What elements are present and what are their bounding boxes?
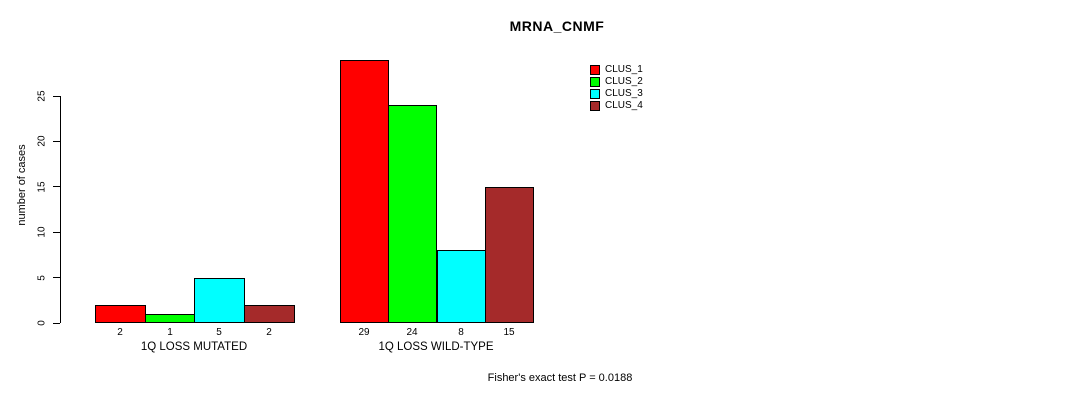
y-tick-mark (53, 277, 60, 279)
fisher-test-annotation: Fisher's exact test P = 0.0188 (487, 372, 633, 384)
legend-label: CLUS_1 (605, 64, 643, 75)
y-tick-mark (53, 231, 60, 233)
legend-row: CLUS_2 (590, 76, 643, 88)
bar-clus_2-group2 (388, 105, 437, 323)
legend-swatch-clus_4 (590, 101, 600, 111)
y-tick-label: 20 (36, 135, 48, 147)
bar-value-label: 29 (358, 327, 370, 338)
y-tick-label: 15 (36, 181, 48, 193)
bar-value-label: 1 (167, 327, 173, 338)
legend-label: CLUS_2 (605, 76, 643, 87)
bar-clus_1-group1 (95, 305, 146, 323)
legend: CLUS_1 CLUS_2 CLUS_3 CLUS_4 (590, 64, 643, 112)
bar-clus_3-group1 (194, 278, 245, 323)
bar-value-label: 24 (406, 327, 418, 338)
legend-row: CLUS_4 (590, 100, 643, 112)
legend-swatch-clus_1 (590, 65, 600, 75)
legend-swatch-clus_2 (590, 77, 600, 87)
group-label-wild-type: 1Q LOSS WILD-TYPE (378, 341, 494, 353)
bar-clus_4-group1 (244, 305, 295, 323)
y-tick-mark (53, 186, 60, 188)
legend-swatch-clus_3 (590, 89, 600, 99)
legend-row: CLUS_1 (590, 64, 643, 76)
bar-value-label: 8 (458, 327, 464, 338)
legend-row: CLUS_3 (590, 88, 643, 100)
y-tick-label: 0 (36, 320, 48, 326)
bar-value-label: 2 (266, 327, 272, 338)
bar-clus_4-group2 (485, 187, 534, 323)
y-tick-label: 10 (36, 226, 48, 238)
y-tick-mark (53, 95, 60, 97)
legend-label: CLUS_4 (605, 100, 643, 111)
bar-value-label: 2 (117, 327, 123, 338)
group-label-mutated: 1Q LOSS MUTATED (140, 341, 248, 353)
y-tick-mark (53, 140, 60, 142)
y-tick-label: 25 (36, 90, 48, 102)
y-tick-label: 5 (36, 274, 48, 281)
bar-clus_2-group1 (145, 314, 196, 323)
bar-clus_1-group2 (340, 60, 389, 323)
legend-label: CLUS_3 (605, 88, 643, 99)
bar-clus_3-group2 (437, 250, 486, 323)
y-tick-mark (53, 322, 60, 324)
y-axis-line (60, 96, 61, 323)
y-axis-title: number of cases (16, 144, 28, 226)
chart-title: MRNA_CNMF (509, 18, 605, 34)
bar-value-label: 5 (216, 327, 222, 338)
bar-value-label: 15 (503, 327, 515, 338)
